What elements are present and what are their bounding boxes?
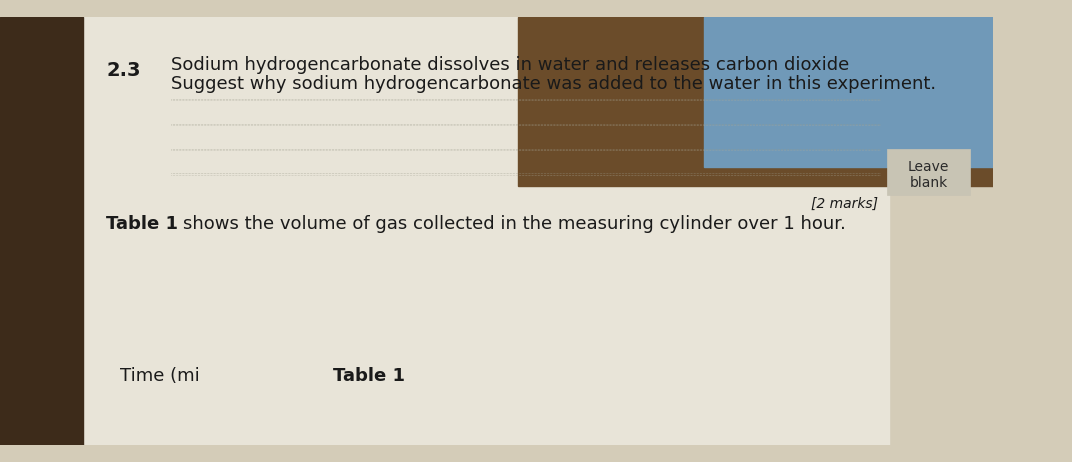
Bar (723, 17, 993, 130)
Text: Table 1: Table 1 (333, 367, 405, 385)
Bar (887, 149, 970, 195)
Text: Time (mi: Time (mi (120, 367, 200, 385)
Bar (84, 17, 889, 445)
Bar (106, 364, 255, 408)
Text: Sodium hydrogencarbonate dissolves in water and releases carbon dioxide: Sodium hydrogencarbonate dissolves in wa… (172, 56, 849, 74)
Text: 2.3: 2.3 (106, 61, 142, 79)
Bar (519, 17, 993, 186)
Text: Table 1: Table 1 (106, 215, 178, 233)
Text: Leave
blank: Leave blank (908, 160, 950, 190)
Bar (0, 17, 84, 445)
Text: shows the volume of gas collected in the measuring cylinder over 1 hour.: shows the volume of gas collected in the… (183, 215, 846, 233)
Bar (555, 17, 983, 167)
Text: Suggest why sodium hydrogencarbonate was added to the water in this experiment.: Suggest why sodium hydrogencarbonate was… (172, 74, 937, 92)
Text: [2 marks]: [2 marks] (810, 197, 878, 211)
Bar (703, 17, 993, 167)
